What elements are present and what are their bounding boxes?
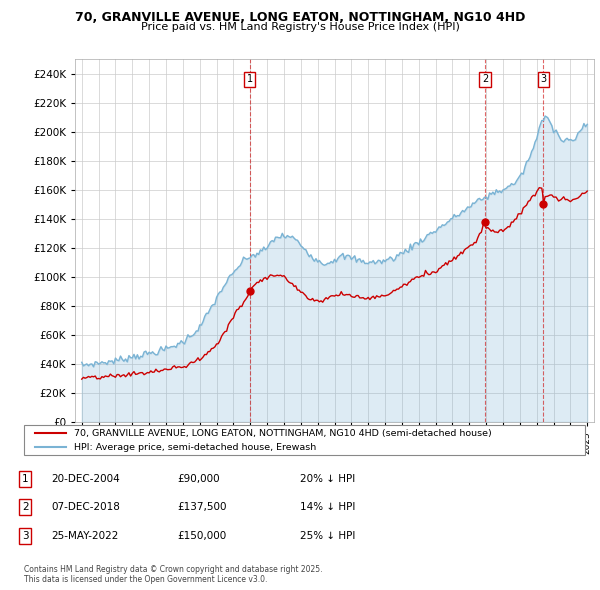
Text: 3: 3 [541, 74, 547, 84]
Text: 2: 2 [22, 503, 29, 512]
Text: 20% ↓ HPI: 20% ↓ HPI [300, 474, 355, 484]
Text: 20-DEC-2004: 20-DEC-2004 [51, 474, 120, 484]
Text: 14% ↓ HPI: 14% ↓ HPI [300, 503, 355, 512]
Text: £150,000: £150,000 [177, 531, 226, 540]
Text: 1: 1 [22, 474, 29, 484]
Text: Contains HM Land Registry data © Crown copyright and database right 2025.
This d: Contains HM Land Registry data © Crown c… [24, 565, 323, 584]
Text: HPI: Average price, semi-detached house, Erewash: HPI: Average price, semi-detached house,… [74, 442, 317, 452]
FancyBboxPatch shape [24, 425, 585, 455]
Text: 1: 1 [247, 74, 253, 84]
Text: 70, GRANVILLE AVENUE, LONG EATON, NOTTINGHAM, NG10 4HD (semi-detached house): 70, GRANVILLE AVENUE, LONG EATON, NOTTIN… [74, 428, 492, 438]
Text: 07-DEC-2018: 07-DEC-2018 [51, 503, 120, 512]
Text: 2: 2 [482, 74, 488, 84]
Text: Price paid vs. HM Land Registry's House Price Index (HPI): Price paid vs. HM Land Registry's House … [140, 22, 460, 32]
Text: 70, GRANVILLE AVENUE, LONG EATON, NOTTINGHAM, NG10 4HD: 70, GRANVILLE AVENUE, LONG EATON, NOTTIN… [75, 11, 525, 24]
Text: £137,500: £137,500 [177, 503, 227, 512]
Text: £90,000: £90,000 [177, 474, 220, 484]
Text: 3: 3 [22, 531, 29, 540]
Text: 25% ↓ HPI: 25% ↓ HPI [300, 531, 355, 540]
Text: 25-MAY-2022: 25-MAY-2022 [51, 531, 118, 540]
